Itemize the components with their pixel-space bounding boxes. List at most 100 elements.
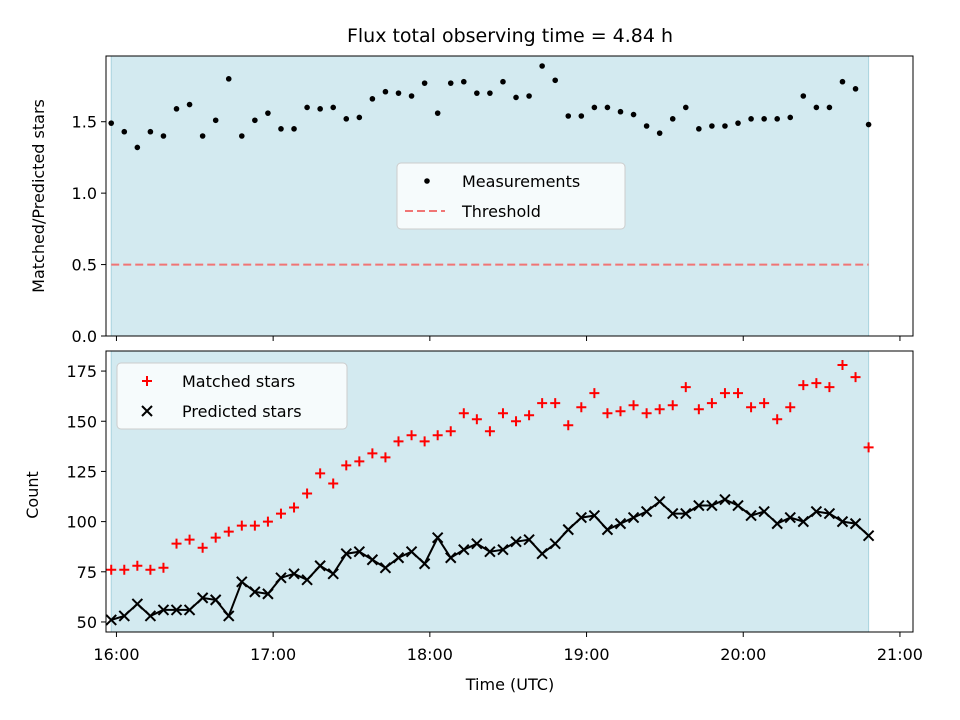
x-tick-label: 16:00 [93,645,139,664]
data-point [223,526,234,537]
data-point [706,398,717,409]
data-point [719,388,730,399]
data-point [748,116,754,122]
data-point [366,554,379,566]
data-point [249,586,261,598]
data-point [158,562,169,573]
data-point [787,114,794,121]
data-point [395,90,402,96]
data-point [421,80,428,86]
data-point [839,78,846,85]
data-point [249,520,260,531]
data-point [759,398,770,409]
data-point [549,537,561,550]
y-tick-label: 1.0 [72,184,97,203]
data-point [497,543,509,556]
axes-frame [105,350,914,633]
y-tick-label: 1.5 [72,113,97,132]
data-point [199,133,206,139]
data-point [382,88,389,95]
data-point [640,505,653,518]
data-point [667,507,679,520]
data-point [132,560,143,571]
data-point [669,116,676,122]
data-point [862,529,875,542]
data-point [693,404,704,415]
data-point [526,93,532,99]
data-point [353,546,366,558]
data-point [367,448,378,459]
y-tick-label: 175 [66,362,97,381]
data-point [680,382,691,393]
data-point [134,144,141,151]
data-point [693,499,705,512]
data-point [262,516,273,527]
data-point [709,123,715,129]
data-point [797,515,810,528]
data-point [239,133,245,139]
y-tick-label: 50 [77,613,97,632]
data-point [173,106,180,112]
data-point [576,402,587,413]
data-point [445,426,456,437]
data-point [682,104,689,111]
data-point [171,538,182,549]
legend-box [396,162,626,230]
data-point [262,588,274,600]
x-tick-label: 21:00 [877,645,923,664]
x-tick-label: 18:00 [407,645,453,664]
data-point [356,114,363,121]
legend-swatch [141,405,153,417]
data-point [252,117,258,124]
data-point [458,543,470,556]
data-point [615,406,626,417]
data-point [497,408,508,419]
data-point [354,456,365,467]
data-point [119,564,130,575]
data-point [419,436,430,447]
data-point [184,534,195,545]
data-point [432,430,443,441]
data-point [627,511,640,524]
data-point [380,452,391,463]
data-point [434,110,441,116]
legend-label: Predicted stars [182,402,302,421]
data-point [552,77,559,84]
data-point [418,558,431,570]
data-point [330,104,337,111]
data-point [275,508,286,519]
data-point [196,592,209,604]
data-point [408,93,415,99]
data-point [837,360,848,371]
data-point [500,78,506,85]
data-point [197,542,208,553]
data-point [654,404,665,415]
y-tick-label: 150 [66,412,97,431]
data-point [628,400,639,411]
x-tick-label: 20:00 [720,645,766,664]
data-point [106,564,117,575]
data-point [565,113,572,119]
data-point [667,400,678,411]
data-point [813,104,820,111]
data-point [863,442,874,453]
data-point [379,562,392,574]
data-point [471,537,483,550]
legend-box [116,362,348,430]
data-point [563,420,574,431]
data-point [328,478,339,489]
data-point [183,604,196,616]
data-point [225,76,232,82]
data-point [617,108,624,115]
data-point [405,546,418,558]
legend: Matched stars Predicted stars [116,362,348,430]
data-point [680,507,692,520]
data-point [278,126,284,132]
data-point [369,96,376,102]
data-point [406,430,417,441]
data-point [340,548,352,560]
data-point [824,382,835,393]
legend: Measurements Threshold [396,162,626,230]
data-point [641,408,652,419]
data-point [614,517,627,530]
